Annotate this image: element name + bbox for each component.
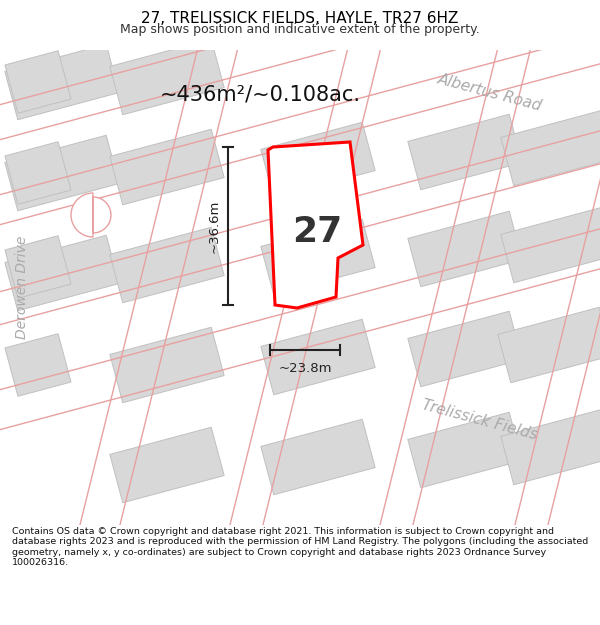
Polygon shape (501, 110, 600, 186)
Polygon shape (110, 228, 224, 302)
Text: Trelissick Fields: Trelissick Fields (421, 398, 539, 442)
Text: Derowen Drive: Derowen Drive (15, 235, 29, 339)
Polygon shape (110, 129, 224, 205)
Text: Map shows position and indicative extent of the property.: Map shows position and indicative extent… (120, 23, 480, 36)
Polygon shape (501, 208, 600, 282)
Wedge shape (71, 193, 111, 237)
Polygon shape (408, 114, 522, 190)
Polygon shape (5, 236, 71, 298)
Text: ~36.6m: ~36.6m (208, 199, 221, 252)
Polygon shape (501, 409, 600, 485)
Polygon shape (408, 311, 522, 387)
Polygon shape (5, 142, 71, 204)
Text: 27: 27 (292, 214, 343, 249)
Polygon shape (268, 142, 363, 308)
Text: ~436m²/~0.108ac.: ~436m²/~0.108ac. (160, 85, 361, 105)
Polygon shape (5, 44, 119, 120)
Text: Albertus Road: Albertus Road (436, 72, 544, 114)
Polygon shape (5, 334, 71, 396)
Polygon shape (110, 328, 224, 402)
Polygon shape (261, 419, 375, 495)
Polygon shape (261, 122, 375, 198)
Polygon shape (5, 135, 119, 211)
Polygon shape (408, 412, 522, 488)
Polygon shape (498, 308, 600, 382)
Polygon shape (261, 319, 375, 395)
Text: ~23.8m: ~23.8m (278, 361, 332, 374)
Text: Contains OS data © Crown copyright and database right 2021. This information is : Contains OS data © Crown copyright and d… (12, 527, 588, 568)
Polygon shape (5, 235, 119, 311)
Polygon shape (110, 428, 224, 503)
Polygon shape (408, 211, 522, 287)
Polygon shape (110, 39, 224, 115)
Text: 27, TRELISSICK FIELDS, HAYLE, TR27 6HZ: 27, TRELISSICK FIELDS, HAYLE, TR27 6HZ (142, 11, 458, 26)
Polygon shape (5, 51, 71, 113)
Polygon shape (261, 219, 375, 295)
